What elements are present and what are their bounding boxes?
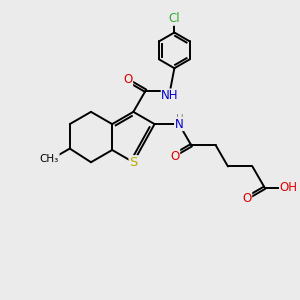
Text: OH: OH — [280, 181, 298, 194]
Text: O: O — [242, 192, 252, 205]
Text: N: N — [175, 118, 183, 130]
Text: CH₃: CH₃ — [40, 154, 59, 164]
Text: O: O — [123, 74, 133, 86]
Text: H: H — [176, 114, 184, 124]
Text: Cl: Cl — [169, 12, 180, 25]
Text: NH: NH — [161, 89, 179, 102]
Text: S: S — [129, 156, 137, 169]
Text: O: O — [170, 150, 180, 163]
